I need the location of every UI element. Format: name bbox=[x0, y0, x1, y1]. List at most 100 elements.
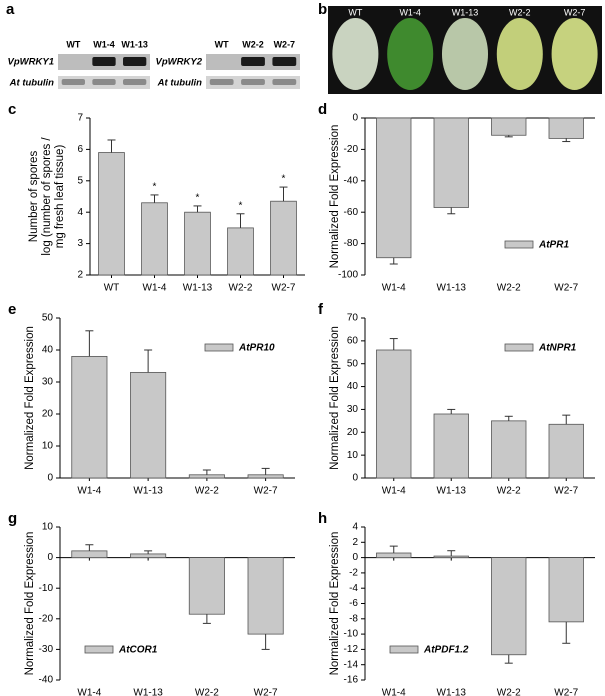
bar bbox=[247, 557, 284, 635]
y-axis-label: Normalized Fold Expression bbox=[329, 532, 341, 676]
bar bbox=[433, 413, 469, 479]
panel-label: d bbox=[318, 101, 327, 118]
y-tick-label: -40 bbox=[39, 675, 54, 686]
y-axis-label: Normalized Fold Expression bbox=[24, 326, 36, 470]
bar bbox=[188, 557, 225, 615]
bar bbox=[376, 552, 412, 559]
bar bbox=[270, 200, 297, 276]
x-tick-label: W2-2 bbox=[497, 486, 521, 497]
band bbox=[123, 79, 147, 85]
y-tick-label: 30 bbox=[347, 404, 359, 415]
y-tick-label: 0 bbox=[47, 473, 53, 484]
y-tick-label: -80 bbox=[344, 238, 359, 249]
y-tick-label: 10 bbox=[42, 522, 54, 533]
y-axis-label-line: Normalized Fold Expression bbox=[329, 326, 341, 470]
bar bbox=[130, 371, 167, 479]
panel-label: c bbox=[8, 101, 16, 118]
lane-label: WT bbox=[348, 7, 362, 17]
y-tick-label: -20 bbox=[344, 144, 359, 155]
y-tick-label: 2 bbox=[77, 270, 83, 281]
bar bbox=[71, 550, 108, 558]
y-tick-label: 60 bbox=[347, 335, 359, 346]
y-tick-label: 10 bbox=[347, 450, 359, 461]
annotation: * bbox=[239, 200, 243, 211]
y-tick-label: 30 bbox=[42, 377, 54, 388]
panel-label: h bbox=[318, 510, 327, 527]
x-tick-label: W2-2 bbox=[497, 688, 521, 696]
x-tick-label: W2-2 bbox=[497, 283, 521, 294]
legend-swatch bbox=[504, 343, 534, 352]
y-tick-label: 0 bbox=[47, 552, 53, 563]
lane-label: WT bbox=[66, 39, 80, 49]
annotation: * bbox=[153, 182, 157, 193]
bar bbox=[98, 152, 125, 276]
y-tick-label: 0 bbox=[352, 552, 358, 563]
x-tick-label: W1-4 bbox=[382, 486, 406, 497]
panel-label: e bbox=[8, 301, 16, 318]
y-tick-label: -30 bbox=[39, 644, 54, 655]
y-tick-label: -100 bbox=[338, 270, 358, 281]
legend-swatch bbox=[84, 645, 114, 654]
y-axis-label: Number of sporeslog (number of spores /m… bbox=[28, 137, 66, 256]
gene-label: VpWRKY1 bbox=[8, 57, 54, 68]
legend-label: AtPR1 bbox=[538, 240, 569, 251]
y-axis-label: Normalized Fold Expression bbox=[24, 532, 36, 676]
y-tick-label: -14 bbox=[344, 659, 359, 670]
lane-label: W1-4 bbox=[93, 39, 115, 49]
leaf bbox=[332, 18, 379, 90]
y-tick-label: 40 bbox=[347, 381, 359, 392]
legend-label: AtCOR1 bbox=[118, 645, 158, 656]
y-tick-label: -10 bbox=[39, 583, 54, 594]
legend-label: AtPDF1.2 bbox=[423, 645, 469, 656]
y-tick-label: 5 bbox=[77, 175, 83, 186]
bar bbox=[376, 349, 412, 479]
bar bbox=[227, 227, 254, 276]
control-label: At tubulin bbox=[9, 78, 55, 89]
x-tick-label: W2-2 bbox=[195, 486, 219, 497]
y-tick-label: -60 bbox=[344, 207, 359, 218]
y-axis-label-line: log (number of spores / bbox=[41, 137, 53, 256]
lane-label: W2-7 bbox=[564, 7, 586, 17]
gene-label: VpWRKY2 bbox=[156, 57, 203, 68]
bar bbox=[130, 553, 167, 558]
x-tick-label: W1-4 bbox=[382, 688, 406, 696]
leaf bbox=[387, 18, 434, 90]
y-tick-label: 3 bbox=[77, 238, 83, 249]
band bbox=[272, 79, 297, 85]
y-tick-label: -12 bbox=[344, 644, 359, 655]
band bbox=[272, 57, 297, 66]
leaf bbox=[441, 18, 489, 90]
bar bbox=[247, 474, 284, 479]
panel-label: g bbox=[8, 510, 17, 527]
bar bbox=[71, 355, 108, 479]
control-label: At tubulin bbox=[157, 78, 203, 89]
y-tick-label: 6 bbox=[77, 144, 83, 155]
annotation: * bbox=[196, 193, 200, 204]
lane-label: W1-4 bbox=[399, 7, 421, 17]
leaf bbox=[551, 18, 598, 90]
x-tick-label: W1-13 bbox=[437, 486, 467, 497]
y-axis-label: Normalized Fold Expression bbox=[329, 326, 341, 470]
legend-swatch bbox=[389, 645, 419, 654]
bar bbox=[433, 117, 469, 208]
y-tick-label: -16 bbox=[344, 675, 359, 686]
y-tick-label: 7 bbox=[77, 113, 83, 124]
y-tick-label: -10 bbox=[344, 629, 359, 640]
y-axis-label-line: Normalized Fold Expression bbox=[24, 326, 36, 470]
x-tick-label: W1-4 bbox=[77, 688, 101, 696]
x-tick-label: W2-7 bbox=[554, 486, 578, 497]
x-tick-label: W2-7 bbox=[554, 688, 578, 696]
y-tick-label: 70 bbox=[347, 313, 359, 324]
bar bbox=[433, 555, 469, 559]
y-tick-label: 50 bbox=[42, 313, 54, 324]
bar bbox=[548, 557, 584, 623]
y-tick-label: -8 bbox=[349, 613, 358, 624]
legend-swatch bbox=[204, 343, 234, 352]
band bbox=[61, 79, 85, 85]
band bbox=[241, 57, 265, 66]
bar bbox=[491, 420, 527, 479]
panel-label: f bbox=[318, 301, 324, 318]
legend-label: AtPR10 bbox=[238, 343, 275, 354]
lane-label: W2-2 bbox=[509, 7, 531, 17]
